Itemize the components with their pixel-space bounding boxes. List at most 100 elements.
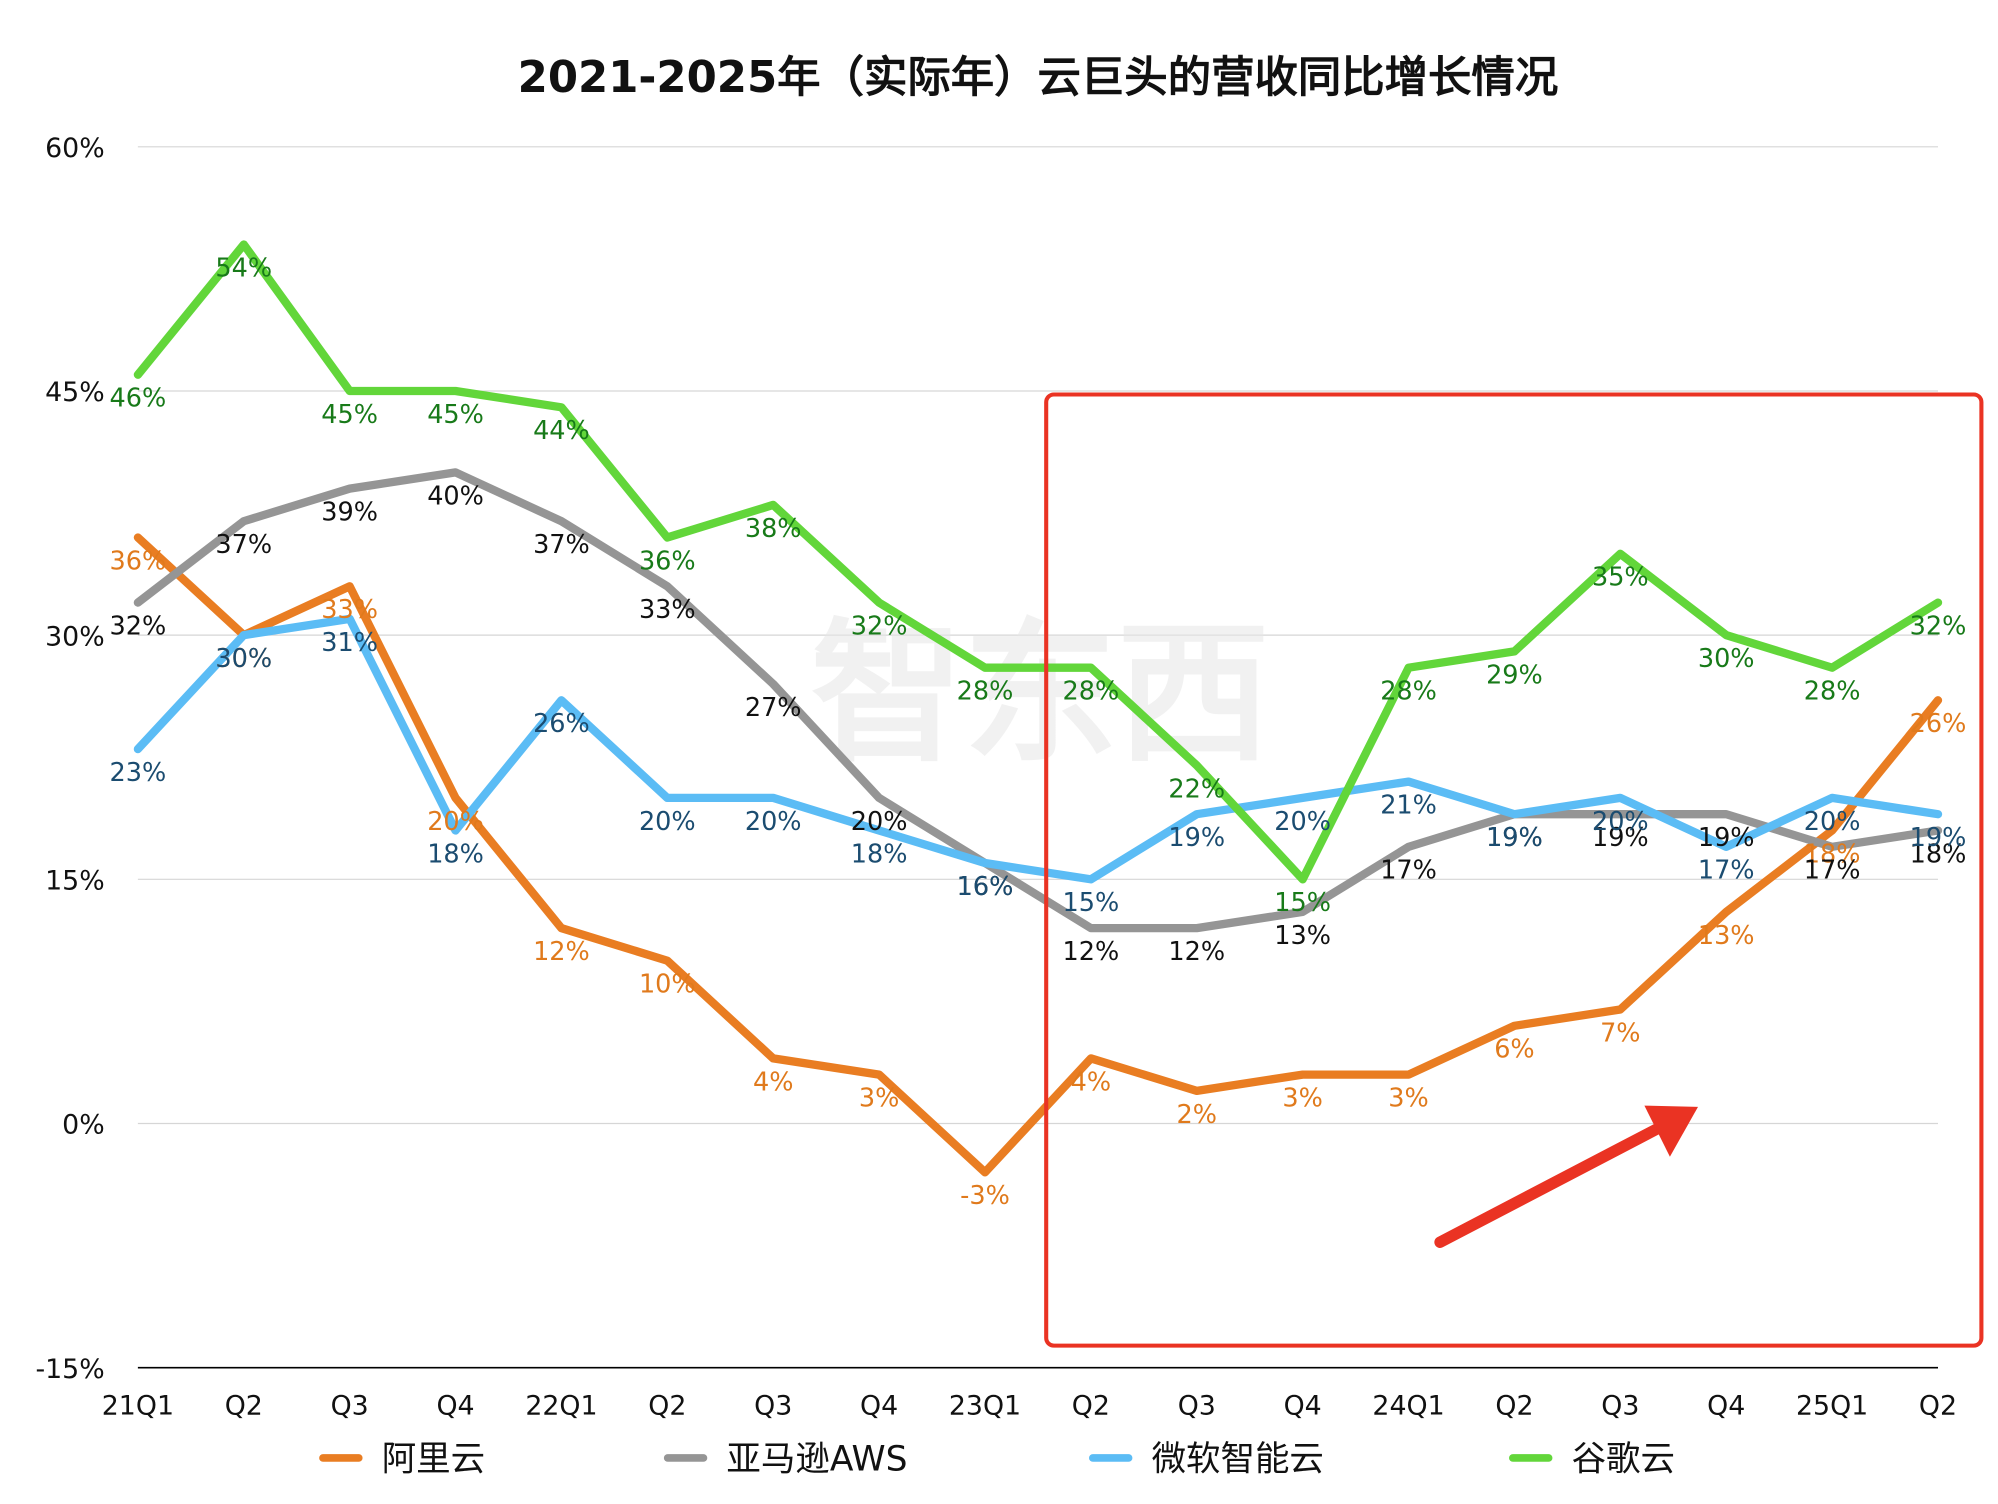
data-label: 28% <box>1804 677 1861 707</box>
data-label: 7% <box>1600 1018 1640 1048</box>
data-label: 20% <box>1274 807 1331 837</box>
data-label: 20% <box>1592 807 1649 837</box>
x-tick-label: Q2 <box>1495 1391 1533 1422</box>
x-tick-label: 21Q1 <box>102 1391 174 1422</box>
x-axis: 21Q1 Q2 Q3 Q4 22Q1 Q2 Q3 Q4 23Q1 Q2 Q3 Q4 24Q1 Q2 Q3 Q4… <box>102 1391 1957 1422</box>
data-label: 26% <box>1910 709 1967 739</box>
data-labels: 36% 30% 33% 20% 12% 10% 4% 3% -3% 4% 2% 3% 3% 6% 7% 13%… <box>110 253 1967 1211</box>
watermark-logo: 智东西 <box>811 606 1271 784</box>
data-label: 30% <box>215 644 272 674</box>
y-tick-label: 60% <box>45 133 105 164</box>
data-label: 18% <box>427 839 484 869</box>
y-tick-label: 30% <box>45 621 105 652</box>
x-tick-label: Q3 <box>1178 1391 1216 1422</box>
data-label: 27% <box>745 693 802 723</box>
data-label: 32% <box>1910 612 1967 642</box>
x-tick-label: 25Q1 <box>1796 1391 1868 1422</box>
data-label: 19% <box>1910 823 1967 853</box>
x-tick-label: Q4 <box>436 1391 474 1422</box>
legend-label: 阿里云 <box>382 1440 485 1480</box>
data-label: 18% <box>1804 839 1861 869</box>
x-tick-label: 24Q1 <box>1372 1391 1444 1422</box>
data-label: 15% <box>1274 888 1331 918</box>
data-label: 28% <box>1063 677 1120 707</box>
data-label: 44% <box>533 416 590 446</box>
data-label: 15% <box>1063 888 1120 918</box>
data-label: 20% <box>745 807 802 837</box>
arrow-shaft <box>1434 1116 1676 1248</box>
data-label: 40% <box>427 481 484 511</box>
data-label: 37% <box>533 530 590 560</box>
data-label: 18% <box>851 839 908 869</box>
data-label: 46% <box>110 384 167 414</box>
data-label: 10% <box>639 970 696 1000</box>
legend: 阿里云 亚马逊AWS 微软智能云 谷歌云 <box>319 1440 1675 1480</box>
y-tick-label: -15% <box>35 1354 104 1385</box>
data-label: 28% <box>1380 677 1437 707</box>
data-label: 19% <box>1698 823 1755 853</box>
x-tick-label: Q4 <box>1707 1391 1745 1422</box>
data-label: 36% <box>639 546 696 576</box>
data-label: 32% <box>851 612 908 642</box>
data-label: 20% <box>639 807 696 837</box>
data-label: 3% <box>1388 1084 1428 1114</box>
data-label: 19% <box>1486 823 1543 853</box>
data-label: 23% <box>110 758 167 788</box>
data-label: 31% <box>321 628 378 658</box>
series-line <box>133 533 1943 1177</box>
x-tick-label: 22Q1 <box>525 1391 597 1422</box>
x-tick-label: Q4 <box>1284 1391 1322 1422</box>
data-label: 26% <box>533 709 590 739</box>
data-label: 16% <box>957 872 1014 902</box>
data-label: 18% <box>1910 839 1967 869</box>
data-label: 20% <box>851 807 908 837</box>
y-grid: -15% 0% 15% 30% 45% 60% <box>35 133 1938 1385</box>
legend-label: 微软智能云 <box>1152 1440 1324 1480</box>
series-lines <box>133 240 1943 1177</box>
data-label: 17% <box>1698 856 1755 886</box>
y-tick-label: 0% <box>62 1110 105 1141</box>
x-tick-label: Q2 <box>1072 1391 1110 1422</box>
data-label: 30% <box>215 644 272 674</box>
data-label: 37% <box>215 530 272 560</box>
x-tick-label: Q2 <box>1919 1391 1957 1422</box>
data-label: 45% <box>321 400 378 430</box>
data-label: 19% <box>1168 823 1225 853</box>
data-label: 19% <box>1486 823 1543 853</box>
legend-label: 谷歌云 <box>1572 1440 1675 1480</box>
y-tick-label: 45% <box>45 377 105 408</box>
data-label: 20% <box>1804 807 1861 837</box>
data-label: 28% <box>957 677 1014 707</box>
data-label: 3% <box>859 1084 899 1114</box>
x-tick-label: Q2 <box>648 1391 686 1422</box>
chart-title: 2021-2025年（实际年）云巨头的营收同比增长情况 <box>518 53 1559 103</box>
data-label: 35% <box>1592 563 1649 593</box>
x-tick-label: Q4 <box>860 1391 898 1422</box>
x-tick-label: Q3 <box>331 1391 369 1422</box>
data-label: 16% <box>957 872 1014 902</box>
data-label: 22% <box>1168 774 1225 804</box>
data-label: 33% <box>321 595 378 625</box>
data-label: 54% <box>215 253 272 283</box>
data-label: 12% <box>1063 937 1120 967</box>
data-label: 17% <box>1804 856 1861 886</box>
data-label: 38% <box>745 514 802 544</box>
x-tick-label: Q3 <box>1601 1391 1639 1422</box>
data-label: 33% <box>639 595 696 625</box>
data-label: 13% <box>1274 921 1331 951</box>
x-tick-label: 23Q1 <box>949 1391 1021 1422</box>
data-label: 3% <box>1282 1084 1322 1114</box>
series-line <box>133 240 1943 884</box>
x-tick-label: Q2 <box>225 1391 263 1422</box>
data-label: 29% <box>1486 660 1543 690</box>
arrow-head <box>1644 1105 1698 1157</box>
data-label: 21% <box>1380 791 1437 821</box>
data-label: 39% <box>321 498 378 528</box>
data-label: 30% <box>1698 644 1755 674</box>
data-label: 36% <box>110 546 167 576</box>
data-label: 19% <box>1592 823 1649 853</box>
data-label: 2% <box>1177 1100 1217 1130</box>
data-label: 13% <box>1698 921 1755 951</box>
